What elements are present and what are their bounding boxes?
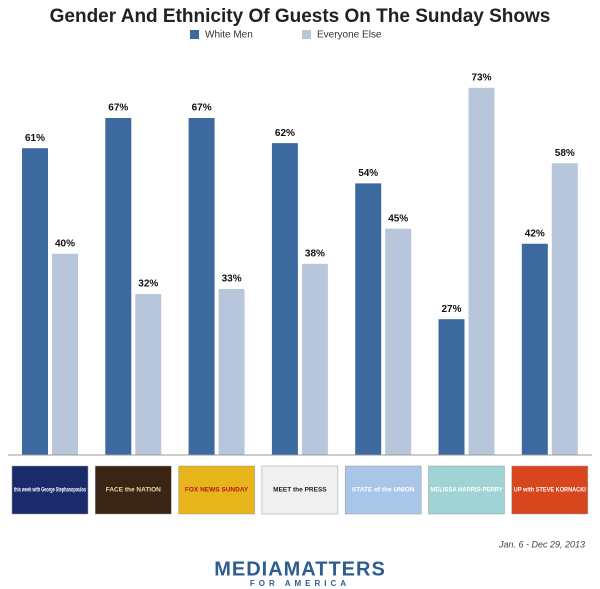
brand-tagline: FOR AMERICA bbox=[250, 579, 350, 588]
bar bbox=[301, 263, 328, 455]
show-logo bbox=[344, 465, 422, 515]
bar bbox=[218, 289, 245, 455]
value-label: 73% bbox=[471, 72, 491, 83]
date-note: Jan. 6 - Dec 29, 2013 bbox=[498, 539, 585, 549]
value-label: 27% bbox=[441, 304, 461, 315]
bar bbox=[135, 294, 162, 455]
show-logo bbox=[11, 465, 89, 515]
brand: MEDIAMATTERS bbox=[214, 558, 386, 580]
value-label: 40% bbox=[55, 238, 75, 249]
value-label: 42% bbox=[525, 228, 545, 239]
x-tick-label: STATE of the UNION bbox=[352, 487, 415, 494]
show-logo bbox=[95, 465, 172, 515]
bar bbox=[188, 117, 215, 456]
x-tick-label: UP with STEVE KORNACKI bbox=[514, 487, 586, 494]
value-label: 67% bbox=[192, 103, 212, 114]
bar bbox=[521, 243, 548, 455]
value-label: 67% bbox=[108, 103, 128, 114]
legend-swatch bbox=[302, 30, 311, 39]
bar bbox=[385, 228, 412, 455]
value-label: 45% bbox=[388, 213, 408, 224]
show-logo bbox=[428, 465, 505, 515]
value-label: 62% bbox=[275, 128, 295, 139]
bar bbox=[52, 253, 78, 455]
legend-label: White Men bbox=[205, 30, 253, 41]
x-tick-label: this week with George Stephanopoulos bbox=[14, 487, 86, 494]
bar bbox=[551, 163, 578, 455]
bar bbox=[22, 148, 48, 456]
value-label: 61% bbox=[25, 133, 45, 144]
legend-label: Everyone Else bbox=[317, 30, 382, 41]
chart-title: Gender And Ethnicity Of Guests On The Su… bbox=[50, 6, 551, 27]
show-logo bbox=[261, 465, 339, 515]
show-logo bbox=[178, 465, 255, 515]
show-logo bbox=[511, 465, 589, 515]
bar bbox=[355, 183, 382, 455]
value-label: 54% bbox=[358, 168, 378, 179]
bar bbox=[438, 319, 465, 455]
value-label: 58% bbox=[555, 148, 575, 159]
x-tick-label: FACE the NATION bbox=[106, 487, 161, 494]
bar bbox=[271, 143, 298, 455]
value-label: 32% bbox=[138, 279, 158, 290]
value-label: 33% bbox=[222, 274, 242, 285]
value-label: 38% bbox=[305, 249, 325, 260]
bar bbox=[105, 117, 132, 456]
legend-swatch bbox=[190, 30, 199, 39]
x-tick-label: FOX NEWS SUNDAY bbox=[185, 487, 249, 494]
bar bbox=[468, 87, 495, 455]
x-tick-label: MELISSA HARRIS-PERRY bbox=[431, 487, 504, 494]
x-tick-label: MEET the PRESS bbox=[273, 487, 327, 494]
